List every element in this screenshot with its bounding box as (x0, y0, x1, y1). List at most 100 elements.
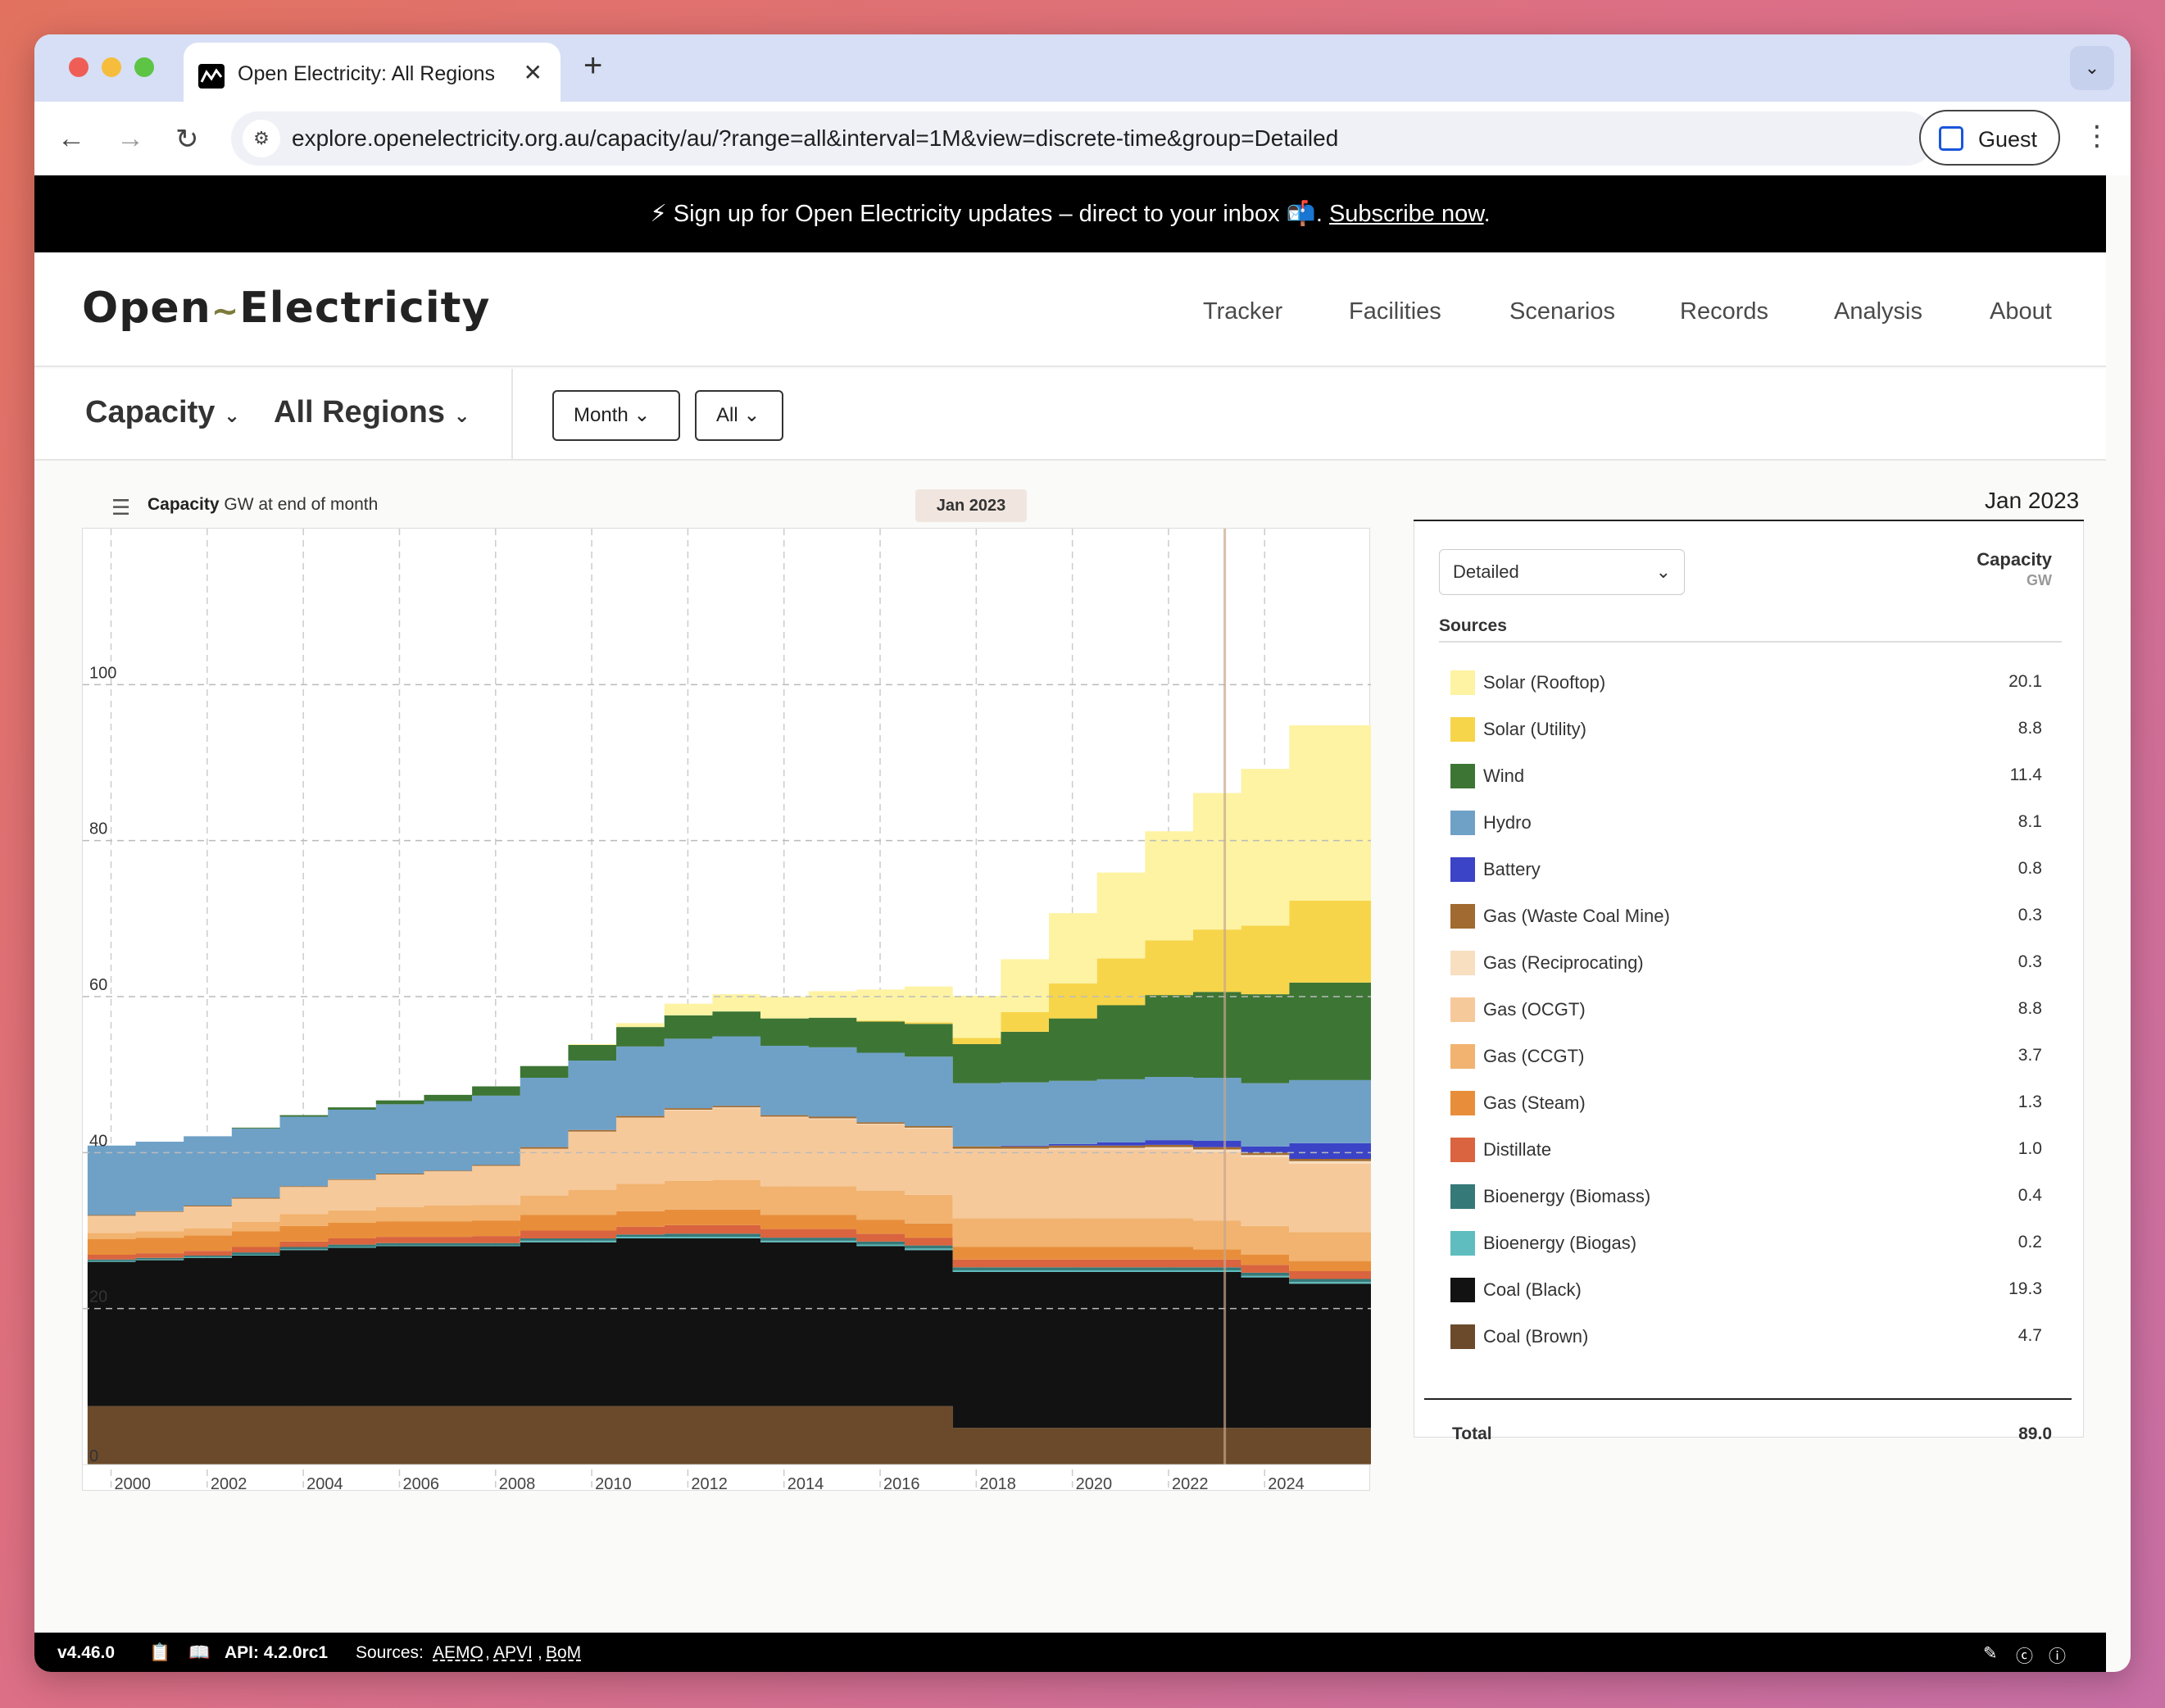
group-label: Detailed (1453, 561, 1519, 582)
area-coal-black (87, 1238, 1371, 1429)
capacity-chart[interactable]: 0 20 40 60 80 100 2000 2002 2004 2006 2008 2010 2012… (82, 528, 1371, 1493)
forward-arrow-icon[interactable]: → (116, 123, 144, 154)
legend-row[interactable]: Solar (Utility) 8.8 (1450, 712, 2062, 745)
reload-icon[interactable]: ↻ (175, 124, 199, 155)
legend-label: Solar (Rooftop) (1483, 672, 1606, 693)
area-distillate (87, 1224, 1371, 1279)
legend-row[interactable]: Coal (Black) 19.3 (1450, 1273, 2062, 1306)
x-tick-label: 2004 (306, 1475, 343, 1492)
chevron-down-icon: ⌄ (743, 404, 760, 426)
legend-row[interactable]: Solar (Rooftop) 20.1 (1450, 665, 2062, 698)
legend-value: 4.7 (2017, 1326, 2042, 1345)
url-field[interactable]: ⚙ explore.openelectricity.org.au/capacit… (231, 111, 1934, 166)
back-arrow-icon[interactable]: ← (57, 123, 85, 154)
chevron-down-icon: ⌄ (453, 405, 470, 427)
area-gas-steam (87, 1209, 1371, 1271)
address-bar-row: ← → ↻ ⚙ explore.openelectricity.org.au/c… (34, 102, 2131, 175)
url-text: explore.openelectricity.org.au/capacity/… (292, 125, 1339, 151)
range-dropdown[interactable]: All ⌄ (695, 390, 783, 441)
legend-swatch (1450, 1278, 1475, 1302)
area-bioenergy-biomass (87, 1233, 1371, 1283)
region-selector[interactable]: All Regions ⌄ (274, 395, 470, 430)
close-window-button[interactable] (69, 57, 89, 77)
cc-license-icon[interactable]: ⓒ (2016, 1647, 2033, 1666)
nav-facilities[interactable]: Facilities (1349, 298, 1441, 325)
legend-value: 19.3 (2008, 1279, 2042, 1298)
legend-row[interactable]: Bioenergy (Biomass) 0.4 (1450, 1179, 2062, 1212)
legend-value: 0.3 (2017, 906, 2042, 924)
legend-swatch (1450, 717, 1475, 742)
source-apvi-link[interactable]: APVI (493, 1643, 533, 1662)
y-tick-label: 100 (89, 664, 116, 682)
subscribe-link[interactable]: Subscribe now (1328, 201, 1484, 227)
source-bom-link[interactable]: BoM (546, 1643, 582, 1662)
sources-prefix: Sources: (356, 1643, 424, 1662)
logo-electricity: Electricity (239, 284, 491, 333)
x-tick-label: 2020 (1076, 1475, 1113, 1492)
legend-label: Hydro (1483, 812, 1532, 833)
legend-row[interactable]: Gas (Waste Coal Mine) 0.3 (1450, 899, 2062, 932)
legend-row[interactable]: Coal (Brown) 4.7 (1450, 1320, 2062, 1352)
minimize-window-button[interactable] (102, 57, 121, 77)
sources-rule (1439, 641, 2062, 643)
clipboard-icon[interactable]: 📋 (149, 1643, 171, 1662)
legend-label: Coal (Black) (1483, 1279, 1582, 1300)
new-tab-icon[interactable]: + (583, 48, 603, 84)
tab-search-icon[interactable]: ⌄ (2070, 46, 2114, 90)
browser-tab[interactable]: Open Electricity: All Regions ✕ (184, 43, 561, 102)
legend-row[interactable]: Gas (Reciprocating) 0.3 (1450, 946, 2062, 979)
legend-label: Distillate (1483, 1139, 1552, 1160)
y-tick-label: 60 (89, 976, 107, 994)
maximize-window-button[interactable] (134, 57, 154, 77)
legend-row[interactable]: Gas (Steam) 1.3 (1450, 1086, 2062, 1119)
profile-button[interactable]: Guest (1919, 110, 2060, 166)
legend-swatch (1450, 1324, 1475, 1349)
legend-row[interactable]: Hydro 8.1 (1450, 806, 2062, 838)
legend-row[interactable]: Gas (CCGT) 3.7 (1450, 1039, 2062, 1072)
x-tick-label: 2010 (595, 1475, 632, 1492)
nav-about[interactable]: About (1990, 298, 2052, 325)
metric-selector[interactable]: Capacity ⌄ (85, 395, 240, 430)
source-aemo-link[interactable]: AEMO (433, 1643, 483, 1662)
legend-label: Bioenergy (Biomass) (1483, 1186, 1651, 1206)
attribution-icon[interactable]: ⓘ (2049, 1647, 2066, 1666)
x-tick-label: 2008 (499, 1475, 536, 1492)
group-dropdown[interactable]: Detailed ⌄ (1439, 549, 1685, 595)
chart-menu-icon[interactable]: ☰ (111, 495, 131, 520)
site-settings-icon[interactable]: ⚙ (243, 120, 280, 157)
edit-icon[interactable]: ✎ (1983, 1644, 1998, 1663)
legend-label: Solar (Utility) (1483, 719, 1586, 739)
legend-label: Gas (Reciprocating) (1483, 952, 1644, 973)
profile-label: Guest (1978, 127, 2038, 152)
capacity-area-chart[interactable]: 0 20 40 60 80 100 2000 2002 2004 2006 2008 2010 2012… (83, 529, 1371, 1493)
legend-row[interactable]: Gas (OCGT) 8.8 (1450, 993, 2062, 1025)
more-menu-icon[interactable]: ⋮ (2083, 120, 2111, 152)
docs-icon[interactable]: 📖 (188, 1643, 211, 1662)
total-value: 89.0 (2018, 1424, 2052, 1443)
legend-swatch (1450, 1091, 1475, 1115)
y-tick-label: 20 (89, 1288, 107, 1306)
close-tab-icon[interactable]: ✕ (523, 60, 542, 85)
favicon-icon (198, 64, 225, 89)
total-rule (1424, 1398, 2072, 1400)
interval-dropdown[interactable]: Month ⌄ (552, 390, 680, 441)
legend-row[interactable]: Battery 0.8 (1450, 852, 2062, 885)
legend-label: Wind (1483, 765, 1525, 786)
nav-tracker[interactable]: Tracker (1203, 298, 1283, 325)
banner-period: . (1483, 201, 1491, 227)
source-sep: , (485, 1643, 490, 1662)
legend-swatch (1450, 1184, 1475, 1209)
chart-title-text: Capacity (148, 495, 220, 514)
nav-scenarios[interactable]: Scenarios (1509, 298, 1615, 325)
nav-analysis[interactable]: Analysis (1834, 298, 1922, 325)
legend-row[interactable]: Wind 11.4 (1450, 759, 2062, 792)
nav-records[interactable]: Records (1680, 298, 1768, 325)
site-header: Open~Electricity Tracker Facilities Scen… (34, 252, 2106, 367)
x-tick-label: 2024 (1268, 1475, 1305, 1492)
legend-row[interactable]: Bioenergy (Biogas) 0.2 (1450, 1226, 2062, 1259)
legend-value: 8.8 (2017, 719, 2042, 738)
area-coal-brown (87, 1406, 1371, 1465)
legend-row[interactable]: Distillate 1.0 (1450, 1133, 2062, 1165)
site-logo[interactable]: Open~Electricity (82, 284, 490, 333)
range-label: All (716, 404, 738, 426)
